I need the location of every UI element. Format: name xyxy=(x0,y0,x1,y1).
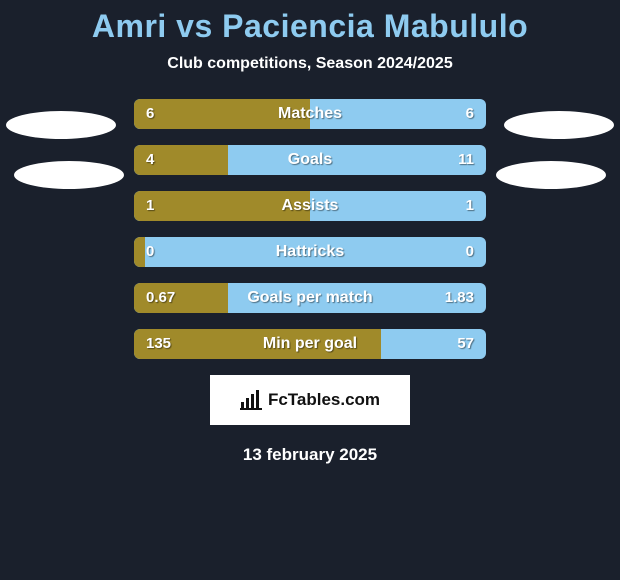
stat-label: Assists xyxy=(134,191,486,221)
stat-value-right: 1 xyxy=(466,191,474,221)
stat-label: Goals per match xyxy=(134,283,486,313)
stat-row: 135Min per goal57 xyxy=(134,329,486,359)
player-right-placeholder-1 xyxy=(504,111,614,139)
stat-value-right: 6 xyxy=(466,99,474,129)
player-left-placeholder-2 xyxy=(14,161,124,189)
stat-row: 1Assists1 xyxy=(134,191,486,221)
stat-value-right: 0 xyxy=(466,237,474,267)
bar-chart-icon xyxy=(240,390,262,410)
stat-value-right: 57 xyxy=(457,329,474,359)
content-area: 6Matches6 4Goals11 1Assists1 0Hattricks0 0.6… xyxy=(0,99,620,465)
stat-label: Min per goal xyxy=(134,329,486,359)
stat-row: 6Matches6 xyxy=(134,99,486,129)
stat-row: 4Goals11 xyxy=(134,145,486,175)
page-title: Amri vs Paciencia Mabululo xyxy=(0,8,620,45)
stat-label: Matches xyxy=(134,99,486,129)
comparison-card: Amri vs Paciencia Mabululo Club competit… xyxy=(0,0,620,580)
stat-label: Hattricks xyxy=(134,237,486,267)
stat-row: 0Hattricks0 xyxy=(134,237,486,267)
logo-text: FcTables.com xyxy=(268,390,380,410)
stat-value-right: 1.83 xyxy=(445,283,474,313)
logo-box: FcTables.com xyxy=(210,375,410,425)
date-label: 13 february 2025 xyxy=(0,445,620,465)
player-left-placeholder-1 xyxy=(6,111,116,139)
player-right-placeholder-2 xyxy=(496,161,606,189)
stat-value-right: 11 xyxy=(458,145,474,175)
stat-label: Goals xyxy=(134,145,486,175)
page-subtitle: Club competitions, Season 2024/2025 xyxy=(0,55,620,73)
stats-bars: 6Matches6 4Goals11 1Assists1 0Hattricks0 0.6… xyxy=(134,99,486,359)
stat-row: 0.67Goals per match1.83 xyxy=(134,283,486,313)
